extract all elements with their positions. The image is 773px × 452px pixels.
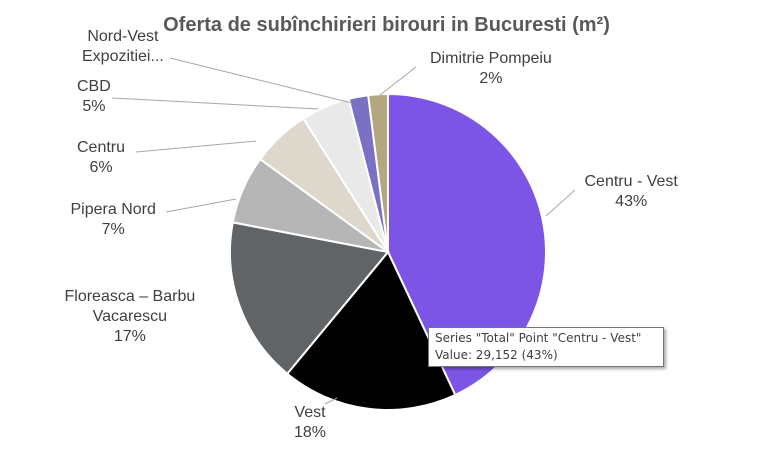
data-label-floreasca-barbu-vacarescu: Floreasca – Barbu Vacarescu 17% — [65, 287, 196, 347]
leader-line-dimitrie-pompeiu — [379, 66, 417, 96]
tooltip-series-line: Series "Total" Point "Centru - Vest" — [435, 331, 642, 345]
leader-line-pipera-nord — [165, 198, 237, 213]
data-label-name: Pipera Nord — [70, 201, 156, 218]
data-label-name: CBD — [77, 78, 111, 95]
data-label-percent: 43% — [615, 193, 648, 210]
data-label-pipera-nord: Pipera Nord 7% — [71, 200, 156, 240]
data-label-name: Vacarescu — [92, 308, 168, 325]
data-label-vest: Vest 18% — [294, 403, 326, 443]
leader-line-centru-vest — [545, 189, 576, 217]
data-label-percent: 2% — [479, 70, 503, 87]
data-label-centru-vest: Centru - Vest 43% — [585, 172, 678, 212]
data-label-percent: 17% — [113, 328, 146, 345]
pie-slice-vest[interactable] — [285, 250, 457, 411]
data-label-centru: Centru 6% — [77, 138, 125, 178]
leader-line-nord-vest-expozitiei — [169, 57, 353, 104]
leader-line-centru — [135, 140, 257, 153]
hover-tooltip: Series "Total" Point "Centru - Vest" Val… — [428, 327, 664, 367]
pie-slices — [229, 92, 547, 411]
data-label-percent: 7% — [101, 221, 125, 238]
leader-lines — [111, 57, 576, 405]
tooltip-value-line: Value: 29,152 (43%) — [435, 348, 558, 362]
pie-slice-dimitrie-pompeiu[interactable] — [367, 92, 389, 253]
data-label-name: Centru - Vest — [584, 173, 678, 190]
data-label-dimitrie-pompeiu: Dimitrie Pompeiu 2% — [430, 49, 552, 89]
data-label-percent: 6% — [89, 159, 113, 176]
data-label-nord-vest-expozitiei: Nord-Vest Expozitiei... — [82, 27, 164, 67]
data-label-name: Nord-Vest — [87, 28, 159, 45]
chart-title: Oferta de subînchirieri birouri in Bucur… — [163, 14, 610, 36]
data-label-name: Vest — [294, 404, 326, 421]
data-label-percent: 18% — [294, 424, 327, 441]
data-label-name: Centru — [77, 139, 126, 156]
leader-line-vest — [324, 397, 338, 405]
leader-line-cbd — [111, 97, 319, 110]
data-label-cbd: CBD 5% — [77, 77, 111, 117]
data-label-name: Expozitiei... — [82, 48, 164, 65]
data-label-name: Dimitrie Pompeiu — [430, 50, 552, 67]
data-label-percent: 5% — [82, 98, 106, 115]
pie-slice-floreasca-barbu-vacarescu[interactable] — [229, 221, 390, 376]
data-label-name: Floreasca – Barbu — [64, 288, 196, 305]
